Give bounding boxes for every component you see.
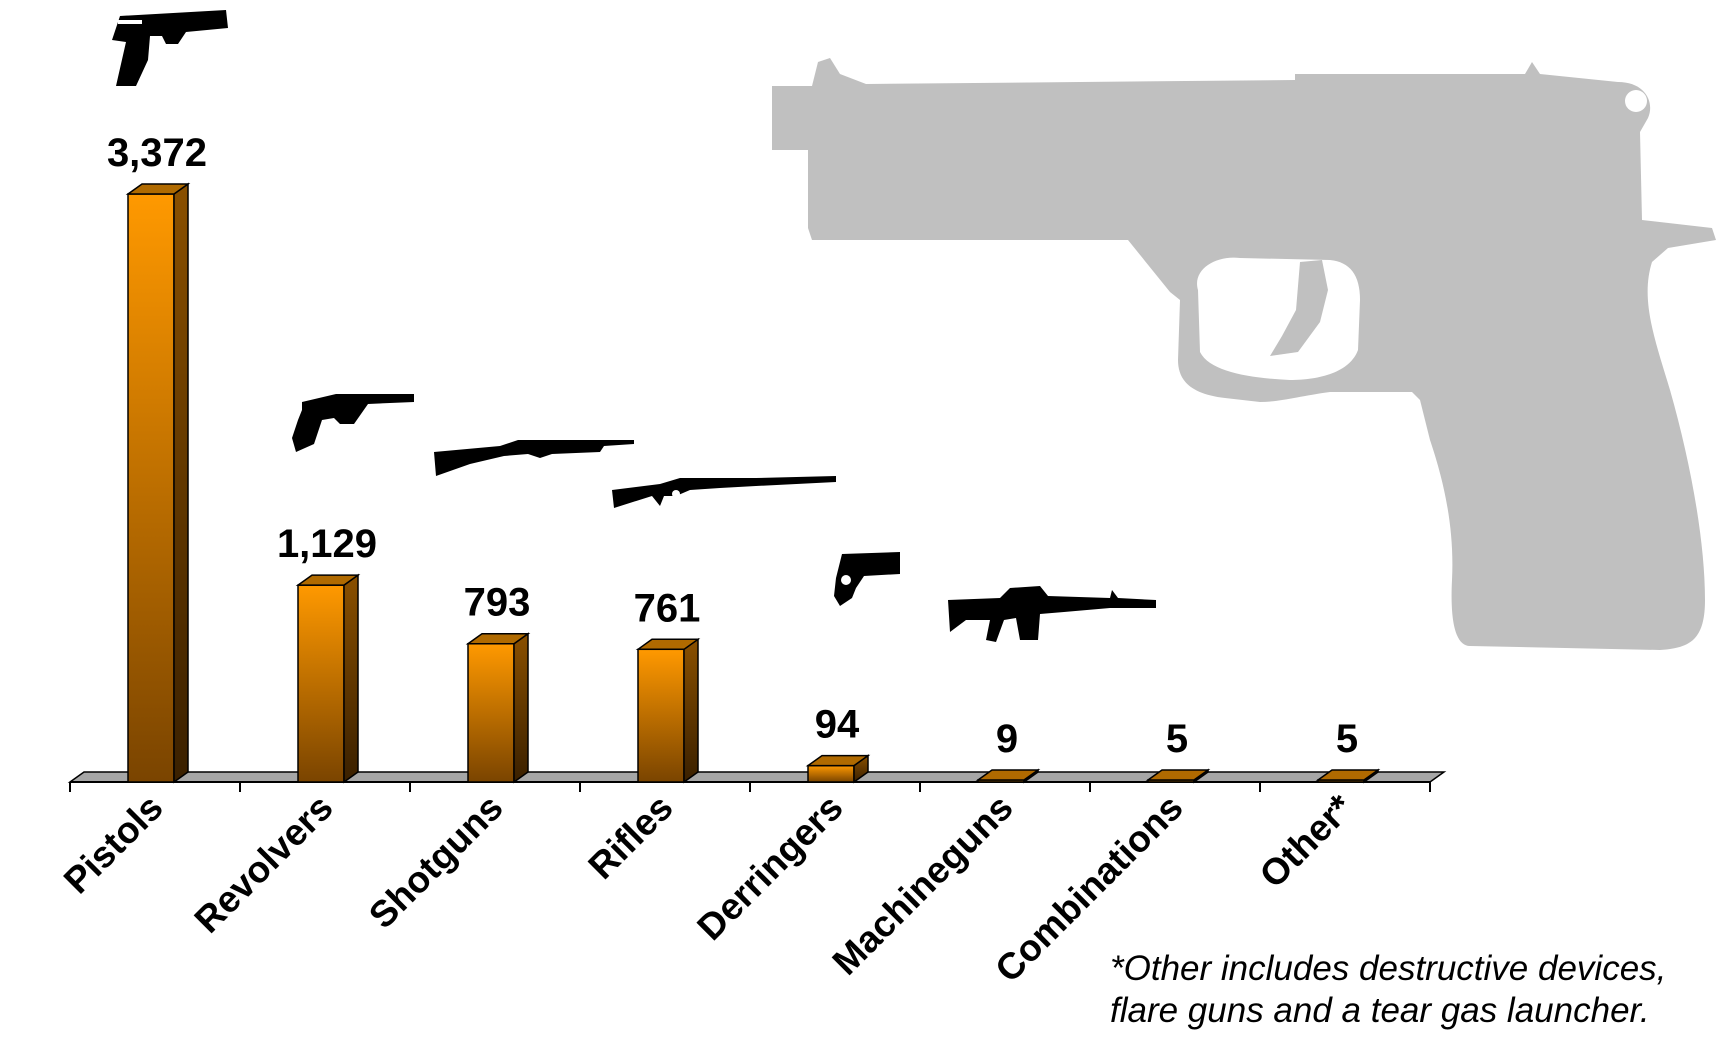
bar-value-label: 5 [1166,717,1188,761]
bar-front [637,648,685,783]
derringer-icon [834,552,900,606]
footnote-line-1: *Other includes destructive devices, [1110,949,1667,988]
bar-value-label: 3,372 [107,131,207,175]
bar-top [125,183,191,195]
bar [635,637,701,784]
bar [1145,768,1211,784]
chart-floor [67,771,1447,783]
bar-side [513,632,529,784]
bar-front [127,193,175,783]
bar-value-label: 793 [464,581,531,625]
bar [975,768,1041,784]
shotgun-icon [434,440,634,476]
bar-value-label: 761 [634,586,701,630]
bar-top [805,754,871,767]
pistol-icon [112,10,228,86]
bar-front [467,642,515,783]
bar [125,182,191,784]
category-label: Machineguns [824,787,1020,983]
bar-value-label: 94 [815,703,860,747]
pistol-watermark-icon [772,58,1716,650]
bar-value-label: 1,129 [277,522,377,566]
bar-value-label: 5 [1336,717,1358,761]
bar [805,754,871,784]
category-label: Pistols [56,787,171,902]
category-label: Derringers [689,787,850,948]
bar [1315,768,1381,784]
x-axis-ticks [69,782,1431,792]
rifle-icon [612,476,836,508]
footnote: *Other includes destructive devices, fla… [1110,948,1719,1032]
bar-front [807,764,855,783]
category-label: Rifles [580,787,680,887]
bar [465,632,531,784]
machinegun-icon [948,586,1156,642]
category-label: Revolvers [187,787,341,941]
bar-top [635,638,701,651]
bar-top [465,632,531,645]
bar-side [683,637,699,784]
bar-side [343,573,359,784]
revolver-icon [292,394,414,452]
bar-top [1145,769,1211,781]
bar-value-label: 9 [996,717,1018,761]
category-label: Other* [1252,786,1361,895]
footnote-line-2: flare guns and a tear gas launcher. [1110,991,1650,1030]
bar-top [1315,769,1381,781]
bar-front [297,584,345,783]
bar-top [295,574,361,586]
bar-side [173,182,189,784]
category-label: Shotguns [361,787,511,937]
bar-top [975,769,1041,781]
bar [295,573,361,784]
